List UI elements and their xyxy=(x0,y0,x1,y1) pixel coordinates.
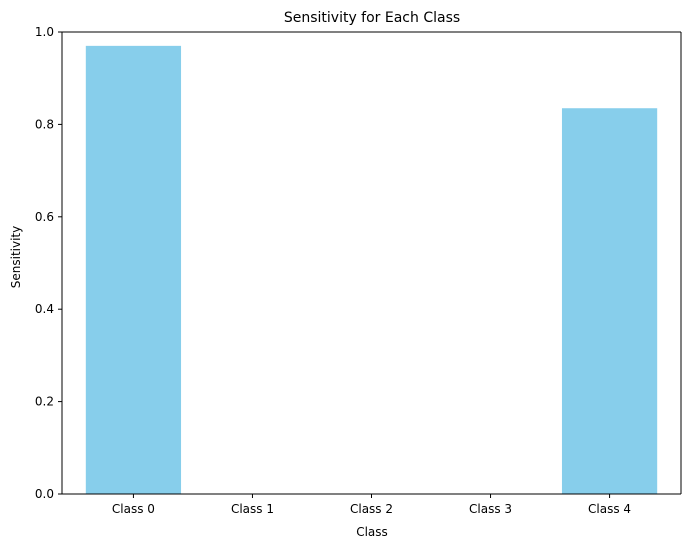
chart-title: Sensitivity for Each Class xyxy=(284,10,460,26)
y-tick-label-2: 0.4 xyxy=(35,302,54,316)
x-tick-label-0: Class 0 xyxy=(112,502,155,516)
y-tick-label-0: 0.0 xyxy=(35,487,54,501)
y-tick-label-5: 1.0 xyxy=(35,25,54,39)
bar-0 xyxy=(85,45,182,495)
x-tick-label-3: Class 3 xyxy=(469,502,512,516)
bar-4 xyxy=(561,108,658,494)
plot-area: 0.0 0.2 0.4 0.6 0.8 1.0 Class 0 Class 1 Class 2 C… xyxy=(35,25,682,516)
x-tick-label-2: Class 2 xyxy=(350,502,393,516)
y-tick-label-4: 0.8 xyxy=(35,117,54,131)
y-axis-label: Sensitivity xyxy=(9,226,23,288)
y-tick-label-3: 0.6 xyxy=(35,210,54,224)
y-tick-label-1: 0.2 xyxy=(35,395,54,409)
x-tick-label-4: Class 4 xyxy=(588,502,631,516)
x-axis-label: Class xyxy=(356,525,388,539)
x-tick-label-1: Class 1 xyxy=(231,502,274,516)
